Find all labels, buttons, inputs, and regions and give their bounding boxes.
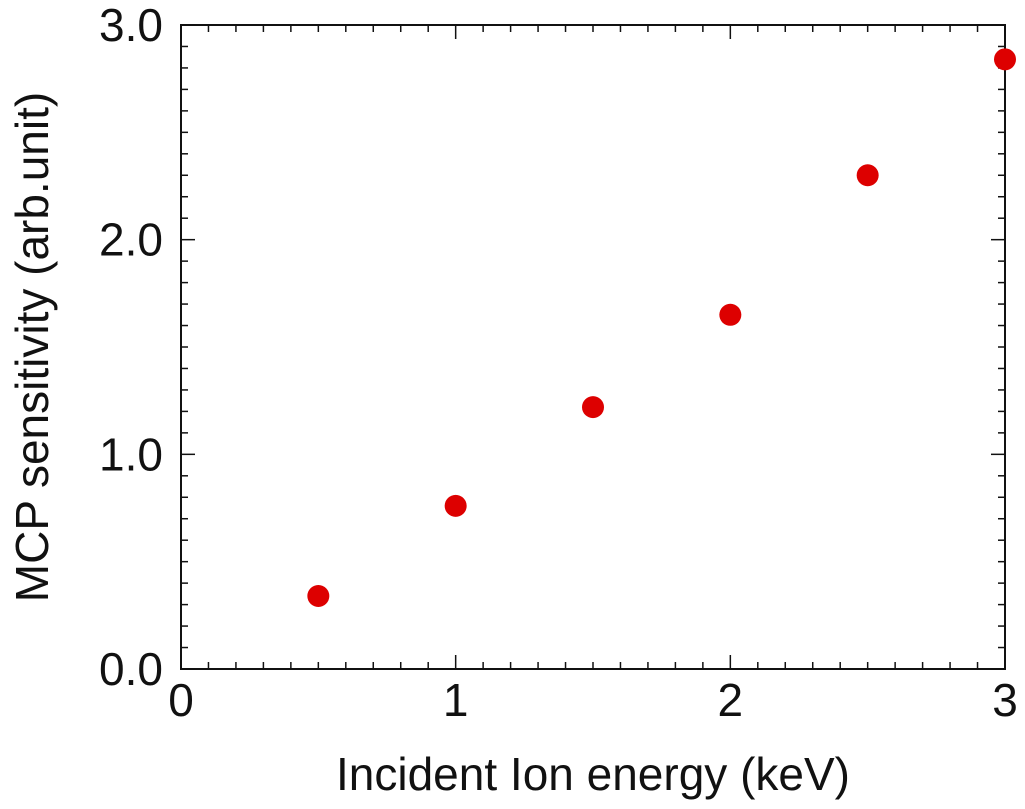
x-tick-label: 3: [992, 674, 1018, 726]
data-point: [307, 585, 330, 608]
data-point: [994, 48, 1016, 71]
x-tick-label: 0: [168, 674, 194, 726]
data-point: [444, 494, 467, 517]
x-tick-labels: 0 1 2 3: [168, 674, 1018, 726]
data-point: [582, 396, 604, 419]
y-tick-label: 2.0: [99, 214, 163, 266]
axis-ticks: [180, 24, 1006, 670]
x-tick-label: 1: [443, 674, 469, 726]
x-axis-label: Incident Ion energy (keV): [336, 748, 850, 800]
x-tick-label: 2: [718, 674, 744, 726]
y-tick-label: 0.0: [99, 643, 163, 695]
y-axis-label: MCP sensitivity (arb.unit): [6, 92, 58, 602]
y-tick-label: 1.0: [99, 428, 163, 480]
y-tick-label: 3.0: [99, 0, 163, 51]
data-point: [719, 303, 742, 326]
plot-frame: [180, 24, 1006, 670]
data-points: [307, 48, 1016, 608]
data-point: [856, 164, 879, 187]
y-tick-labels: 0.0 1.0 2.0 3.0: [99, 0, 163, 695]
